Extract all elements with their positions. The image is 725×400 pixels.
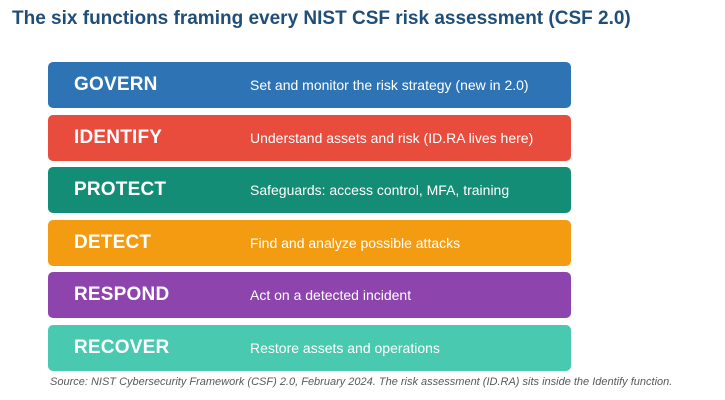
- function-description: Find and analyze possible attacks: [250, 234, 461, 251]
- function-description: Restore assets and operations: [250, 339, 440, 356]
- function-row-respond: RESPOND Act on a detected incident: [48, 272, 571, 319]
- page-title: The six functions framing every NIST CSF…: [12, 8, 631, 29]
- function-row-identify: IDENTIFY Understand assets and risk (ID.…: [48, 114, 571, 161]
- function-name: DETECT: [74, 231, 152, 253]
- function-name: IDENTIFY: [74, 126, 163, 148]
- function-description: Safeguards: access control, MFA, trainin…: [250, 182, 510, 199]
- function-description: Set and monitor the risk strategy (new i…: [250, 77, 529, 93]
- function-name: RECOVER: [74, 336, 170, 358]
- function-list: GOVERN Set and monitor the risk strategy…: [48, 62, 571, 378]
- function-description: Understand assets and risk (ID.RA lives …: [250, 129, 534, 146]
- function-row-recover: RECOVER Restore assets and operations: [48, 324, 571, 371]
- function-row-govern: GOVERN Set and monitor the risk strategy…: [48, 62, 571, 108]
- function-name: PROTECT: [74, 179, 167, 201]
- function-name: RESPOND: [74, 284, 170, 306]
- function-name: GOVERN: [74, 74, 158, 95]
- function-row-detect: DETECT Find and analyze possible attacks: [48, 219, 571, 266]
- source-note: Source: NIST Cybersecurity Framework (CS…: [50, 376, 673, 388]
- function-row-protect: PROTECT Safeguards: access control, MFA,…: [48, 167, 571, 214]
- function-description: Act on a detected incident: [250, 287, 412, 304]
